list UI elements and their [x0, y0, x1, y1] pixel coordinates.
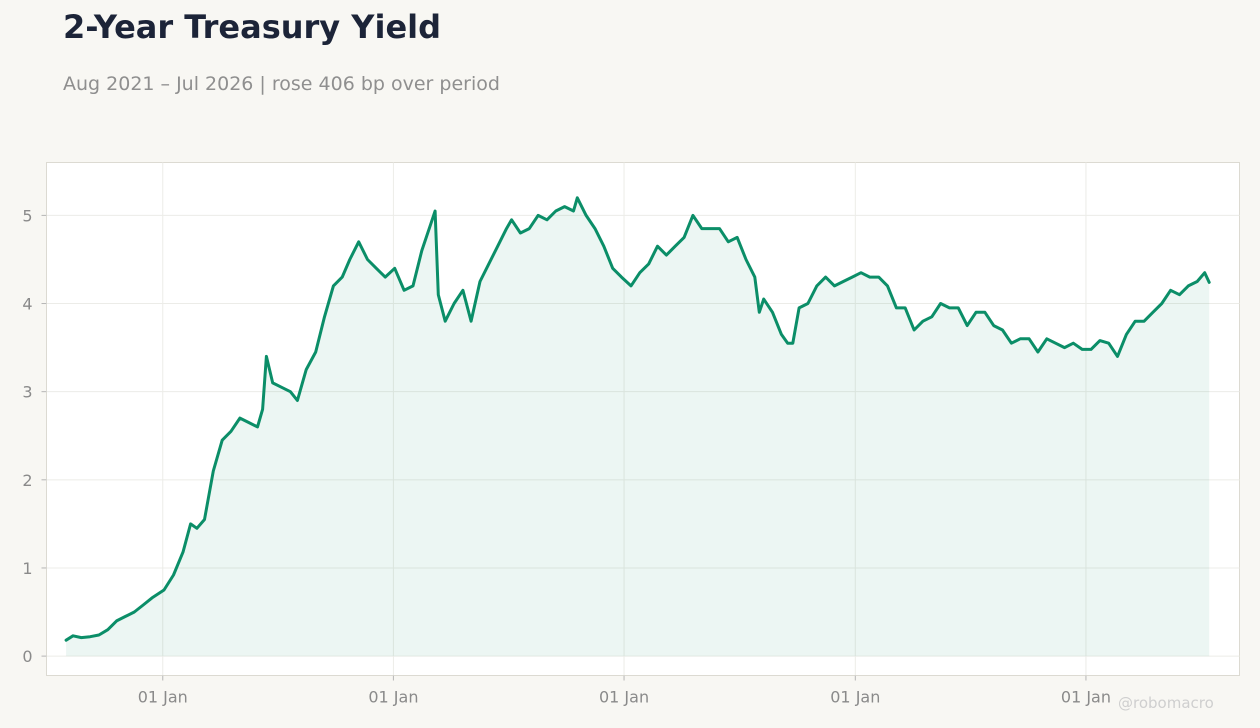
x-tick-label: 01 Jan [138, 688, 188, 707]
y-tick-label: 2 [22, 471, 32, 490]
x-tick-label: 01 Jan [830, 688, 880, 707]
y-tick-label: 5 [22, 206, 32, 225]
y-tick-label: 1 [22, 559, 32, 578]
grid-lines [46, 162, 1240, 676]
y-tick-label: 0 [22, 647, 32, 666]
series-line [64, 196, 1211, 642]
chart-title: 2-Year Treasury Yield [63, 8, 442, 46]
y-tick-label: 3 [22, 383, 32, 402]
chart-subtitle: Aug 2021 – Jul 2026 | rose 406 bp over p… [63, 73, 500, 95]
plot-area [46, 162, 1240, 676]
y-axis-ticks: 0 1 2 3 4 5 [22, 206, 47, 666]
x-axis-ticks: 01 Jan 01 Jan 01 Jan 01 Jan 01 Jan [138, 675, 1111, 707]
watermark: @robomacro [1118, 694, 1214, 712]
x-tick-label: 01 Jan [1061, 688, 1111, 707]
x-tick-label: 01 Jan [599, 688, 649, 707]
x-tick-label: 01 Jan [368, 688, 418, 707]
y-tick-label: 4 [22, 295, 32, 314]
series-area-fill [66, 197, 1210, 657]
